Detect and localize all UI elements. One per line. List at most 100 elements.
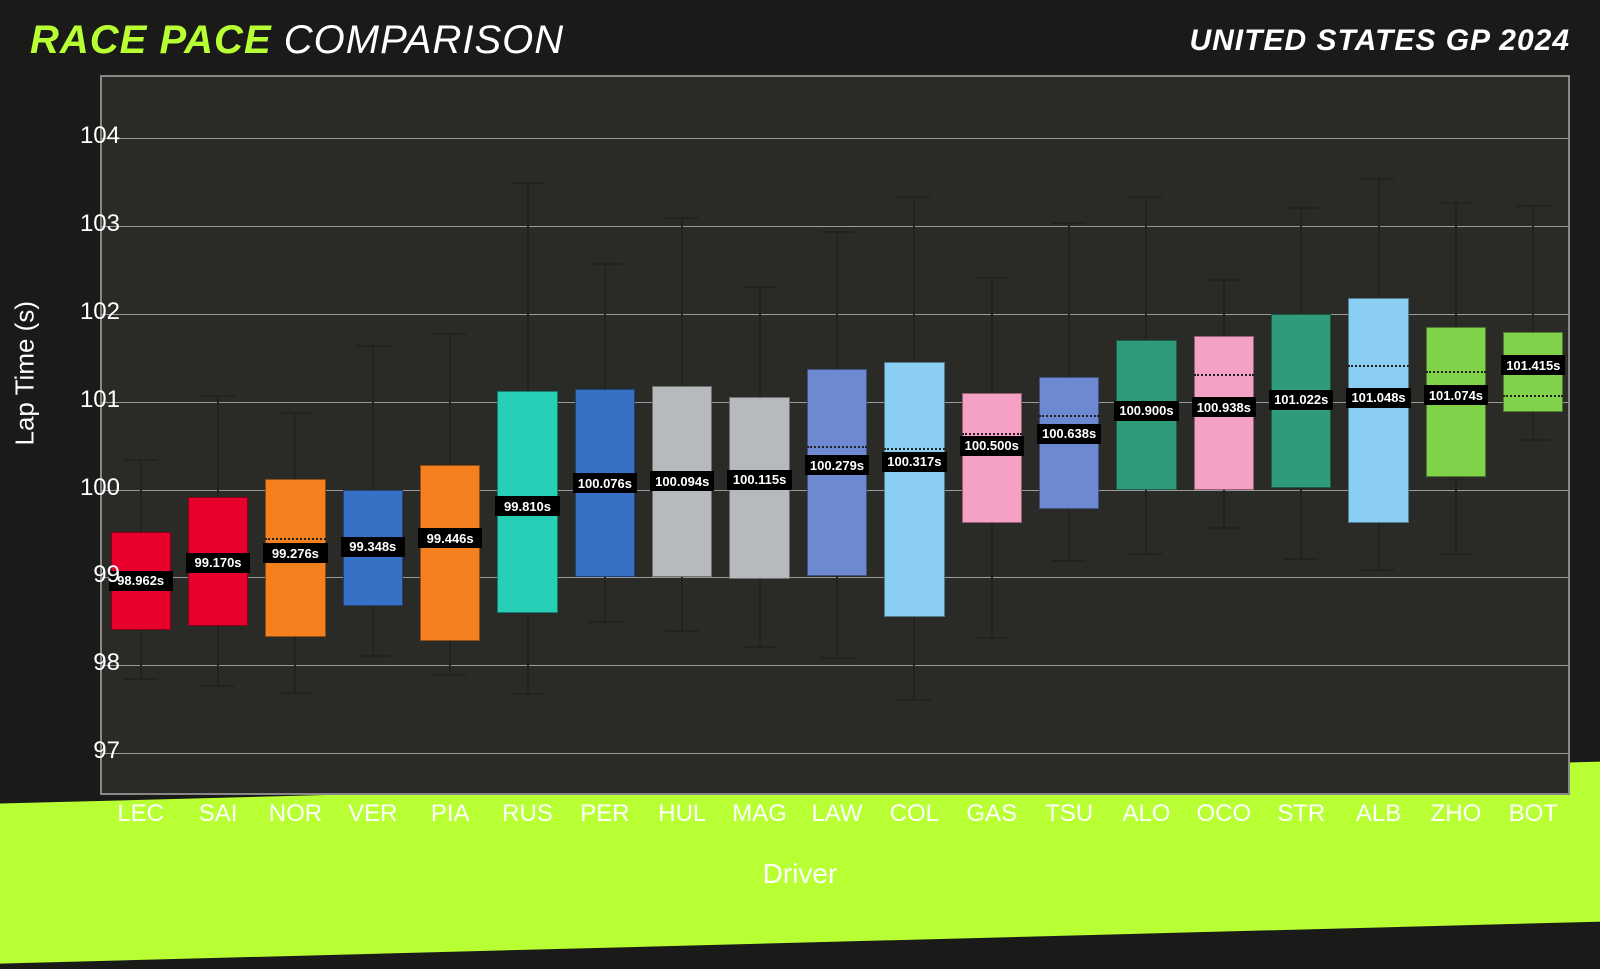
whisker [913,617,915,699]
box [1348,298,1408,523]
whisker [1300,207,1302,314]
x-tick: RUS [502,800,553,828]
boxplot-chart: 98.962sLEC99.170sSAI99.276sNOR99.348sVER… [100,75,1570,795]
mean-line [807,446,867,448]
whisker-cap [201,685,235,687]
whisker [217,626,219,685]
median-band: 100.076s [573,473,637,493]
median-band: 101.074s [1424,385,1488,405]
whisker-cap [975,637,1009,639]
median-band: 100.638s [1037,424,1101,444]
mean-line [1503,395,1563,397]
whisker-cap [511,693,545,695]
x-tick: PER [580,800,629,828]
page-title: RACE PACE COMPARISON [30,18,564,63]
whisker [217,395,219,497]
median-band: 100.115s [727,470,791,490]
whisker [836,576,838,657]
mean-line [265,538,325,540]
mean-line [1039,415,1099,417]
whisker-cap [279,692,313,694]
x-tick: STR [1277,800,1325,828]
whisker-cap [743,646,777,648]
whisker-cap [433,333,467,335]
x-tick: TSU [1045,800,1093,828]
whisker-cap [201,395,235,397]
median-band: 99.810s [495,496,559,516]
whisker-cap [279,412,313,414]
whisker-cap [511,182,545,184]
whisker [913,196,915,363]
whisker-cap [1516,205,1550,207]
median-band: 99.446s [418,528,482,548]
whisker [1145,196,1147,341]
x-tick: OCO [1196,800,1251,828]
whisker [449,641,451,674]
box [962,393,1022,523]
whisker-cap [1284,207,1318,209]
whisker [1532,412,1534,438]
median-band: 100.094s [650,471,714,491]
whisker-cap [1439,553,1473,555]
median-band: 101.415s [1501,355,1565,375]
whisker [604,577,606,621]
box [420,465,480,641]
whisker-cap [588,621,622,623]
x-tick: ALB [1356,800,1401,828]
whisker [527,182,529,391]
whisker-cap [897,196,931,198]
whisker [1068,509,1070,560]
x-tick: COL [890,800,939,828]
whisker [1532,205,1534,331]
y-tick: 99 [93,561,120,589]
median-band: 100.500s [960,436,1024,456]
whisker [604,263,606,389]
whisker-cap [1439,202,1473,204]
whisker-cap [820,231,854,233]
event-title: UNITED STATES GP 2024 [1189,24,1570,58]
title-accent: RACE PACE [30,18,272,62]
x-tick: NOR [269,800,322,828]
box [884,362,944,617]
x-tick: GAS [966,800,1017,828]
median-band: 100.317s [882,452,946,472]
whisker [759,286,761,398]
whisker [527,613,529,694]
mean-line [1426,371,1486,373]
whisker-cap [1052,560,1086,562]
whisker-cap [1362,178,1396,180]
x-tick: ZHO [1431,800,1482,828]
x-tick: SAI [199,800,238,828]
x-tick: BOT [1509,800,1558,828]
whisker-cap [743,286,777,288]
whisker-cap [665,217,699,219]
whisker [1378,523,1380,569]
gridline [102,753,1568,754]
median-band: 99.170s [186,553,250,573]
whisker-cap [665,630,699,632]
median-band: 99.348s [341,537,405,557]
y-tick: 100 [80,474,120,502]
median-band: 101.022s [1269,390,1333,410]
y-tick: 104 [80,122,120,150]
whisker-cap [1130,196,1164,198]
title-white: COMPARISON [284,18,564,62]
gridline [102,665,1568,666]
whisker-cap [1516,439,1550,441]
y-tick: 102 [80,298,120,326]
whisker-cap [975,277,1009,279]
y-tick: 97 [93,737,120,765]
whisker [836,231,838,369]
whisker-cap [356,655,390,657]
whisker-cap [433,674,467,676]
whisker [1223,279,1225,336]
x-tick: VER [348,800,397,828]
x-tick: LEC [117,800,164,828]
median-band: 100.938s [1192,397,1256,417]
whisker-cap [1362,569,1396,571]
whisker [681,217,683,386]
whisker-cap [588,263,622,265]
mean-line [962,433,1022,435]
whisker [1145,490,1147,553]
whisker-cap [897,699,931,701]
